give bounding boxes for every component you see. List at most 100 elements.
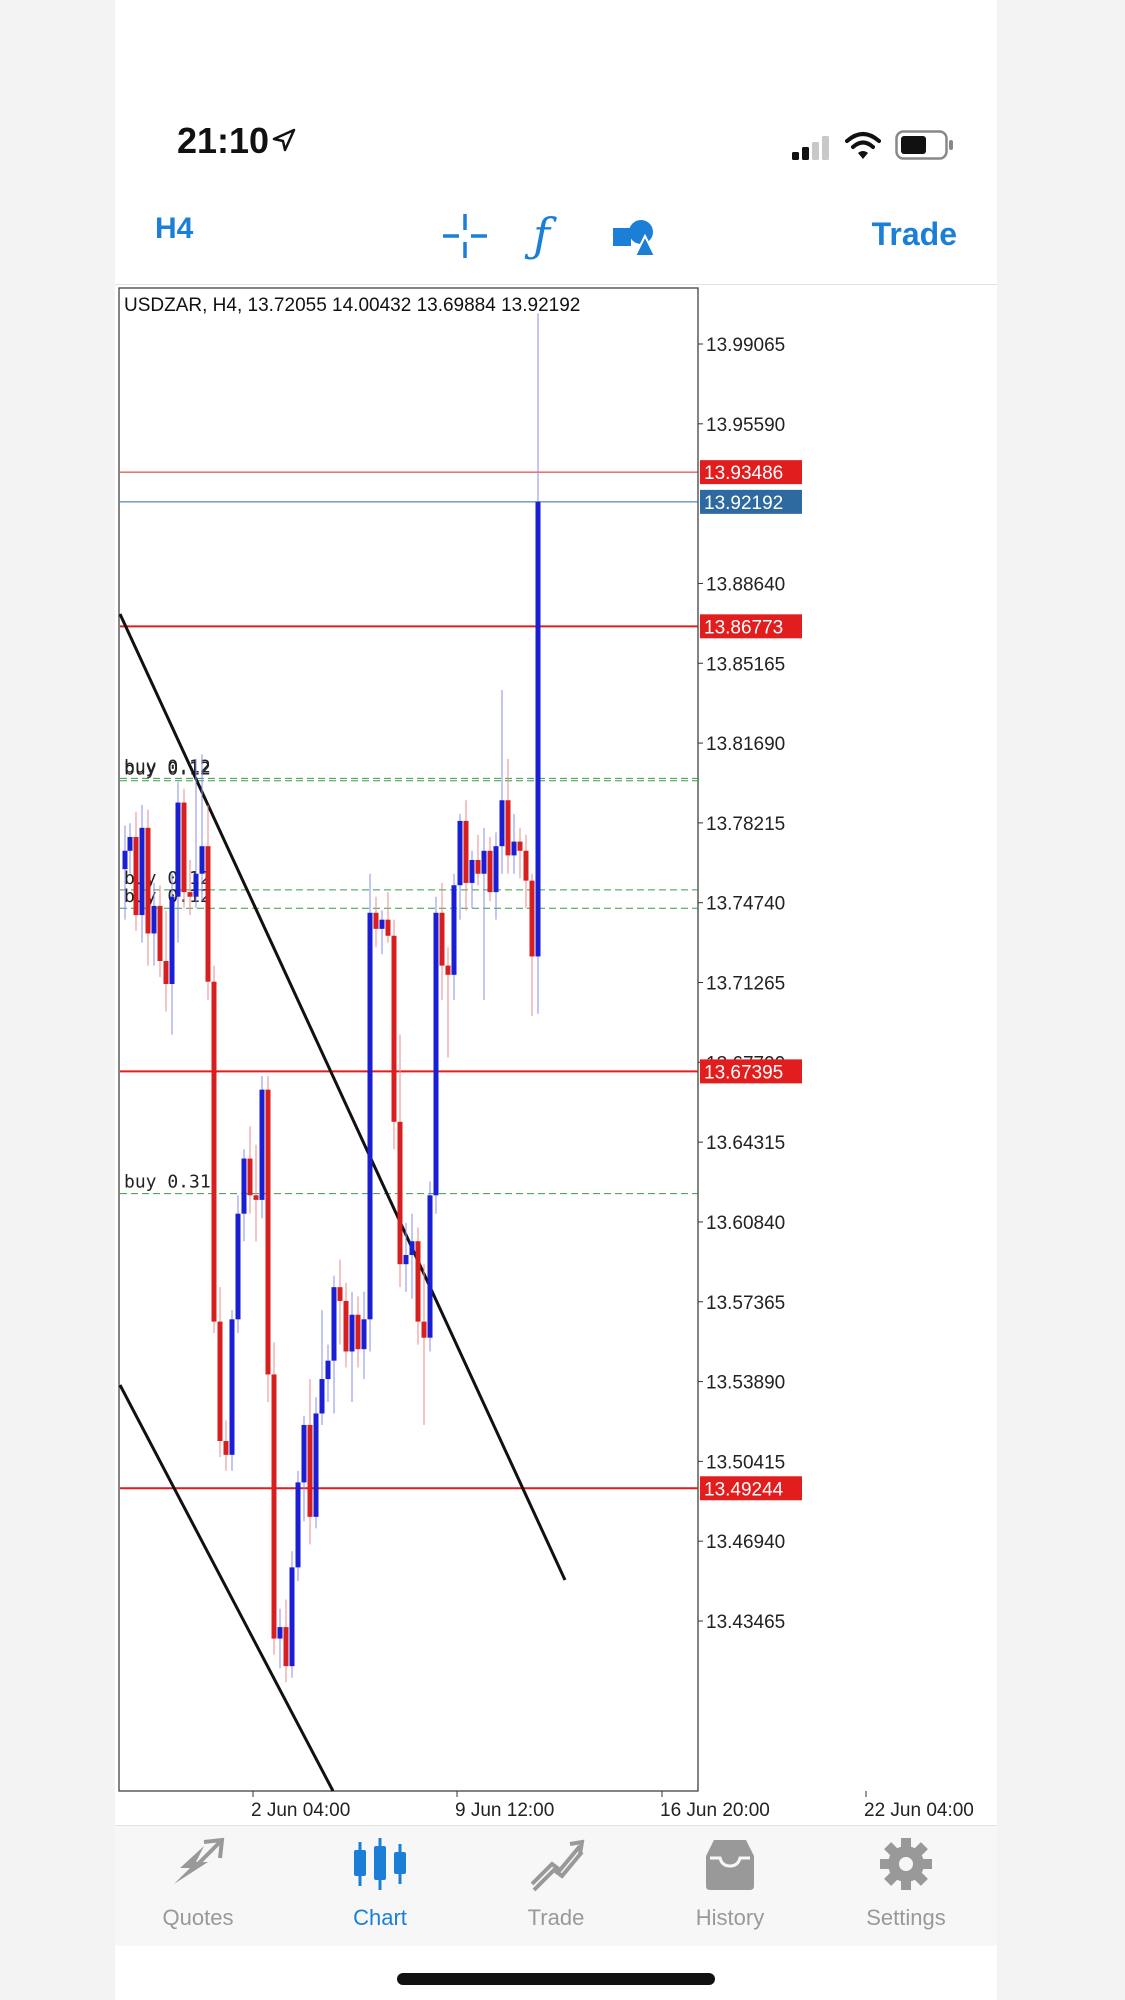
tab-trade[interactable]: Trade: [486, 1836, 626, 1931]
tab-trade-label: Trade: [527, 1905, 585, 1930]
candle-body: [319, 1379, 325, 1414]
candle-body: [133, 837, 139, 916]
candle-body: [157, 905, 163, 962]
candle-body: [475, 859, 481, 874]
y-tick-label: 13.50415: [706, 1452, 785, 1473]
y-tick-label: 13.78215: [706, 814, 785, 835]
candle-body: [517, 841, 523, 851]
candle-body: [361, 1319, 367, 1350]
level-tag-label: 13.92192: [704, 493, 783, 514]
candle-body: [295, 1482, 301, 1568]
candle-body: [505, 800, 511, 856]
objects-shapes-icon[interactable]: [611, 212, 659, 260]
trendline-lower: [118, 1384, 335, 1792]
candle-body: [427, 1195, 433, 1338]
y-tick-label: 13.53890: [706, 1373, 785, 1394]
tab-history-label: History: [695, 1905, 765, 1930]
candle-body: [415, 1241, 421, 1322]
candle-body: [331, 1287, 337, 1361]
history-icon: [706, 1840, 754, 1890]
candle-body: [169, 896, 175, 984]
level-tag: [700, 1476, 802, 1501]
trendline-upper: [118, 613, 567, 1581]
chart-frame: [118, 287, 699, 1792]
candle-body: [373, 912, 379, 929]
candle-body: [241, 1158, 247, 1214]
candle-body: [463, 820, 469, 883]
candle-body: [235, 1213, 241, 1320]
symbol-info: USDZAR, H4, 13.72055 14.00432 13.69884 1…: [124, 295, 580, 316]
candle-body: [259, 1089, 265, 1200]
candle-body: [283, 1627, 289, 1667]
candle-body: [313, 1413, 319, 1517]
x-tick-label: 2 Jun 04:00: [251, 1800, 350, 1821]
candle-body: [535, 501, 541, 957]
candle-body: [445, 965, 451, 975]
level-tag: [700, 460, 802, 485]
candle-body: [211, 981, 217, 1322]
trade-icon: [530, 1839, 585, 1892]
y-tick-label: 13.74740: [706, 894, 785, 915]
price-chart[interactable]: USDZAR, H4, 13.72055 14.00432 13.69884 1…: [115, 284, 997, 1824]
candle-body: [199, 846, 205, 874]
candle-body: [122, 850, 128, 870]
tab-settings[interactable]: Settings: [836, 1836, 976, 1931]
y-tick-label: 13.64315: [706, 1133, 785, 1154]
candle-body: [397, 1121, 403, 1265]
level-tag-label: 13.93486: [704, 463, 783, 484]
candle-body: [193, 873, 199, 897]
candle-body: [451, 885, 457, 975]
candle-body: [391, 935, 397, 1122]
timeframe-button[interactable]: H4: [155, 212, 194, 245]
level-tag: [700, 1059, 802, 1084]
candle-body: [223, 1441, 229, 1455]
clock: 21:10: [177, 120, 270, 161]
candle-body: [145, 827, 151, 934]
candle-body: [457, 820, 463, 886]
indicators-function-icon[interactable]: ƒ: [533, 208, 551, 262]
candle-body: [127, 837, 133, 851]
chart-canvas[interactable]: USDZAR, H4, 13.72055 14.00432 13.69884 1…: [115, 284, 997, 1824]
level-tag-label: 13.67395: [704, 1062, 783, 1083]
candle-body: [163, 961, 169, 984]
candle-body: [481, 850, 487, 874]
location-arrow-icon: [272, 128, 296, 152]
tab-quotes-label: Quotes: [162, 1905, 234, 1930]
candle-body: [289, 1567, 295, 1667]
order-label: buy 0.12: [124, 759, 211, 780]
y-tick-label: 13.57365: [706, 1293, 785, 1314]
candle-body: [307, 1424, 313, 1517]
candle-body: [277, 1627, 283, 1639]
crosshair-icon[interactable]: [441, 212, 489, 260]
candle-body: [409, 1241, 415, 1256]
trade-button[interactable]: Trade: [871, 216, 957, 252]
home-indicator: [397, 1973, 715, 1985]
x-tick-label: 22 Jun 04:00: [864, 1800, 974, 1821]
y-tick-label: 13.88640: [706, 574, 785, 595]
candle-body: [337, 1287, 343, 1301]
tab-settings-label: Settings: [866, 1905, 946, 1930]
y-tick-label: 13.43465: [706, 1612, 785, 1633]
battery-icon: [895, 130, 953, 160]
candle-body: [529, 880, 535, 957]
settings-icon: [880, 1838, 932, 1890]
candle-body: [181, 802, 187, 893]
y-tick-label: 13.95590: [706, 415, 785, 436]
candle-body: [439, 912, 445, 966]
status-bar: 21:10: [115, 0, 997, 200]
candle-body: [175, 802, 181, 897]
tab-quotes[interactable]: Quotes: [128, 1836, 268, 1931]
tab-chart[interactable]: Chart: [310, 1836, 450, 1931]
candle-body: [349, 1314, 355, 1352]
candle-body: [523, 850, 529, 881]
chart-toolbar: H4 ƒ Trade: [115, 200, 997, 285]
chart-icon: [354, 1838, 406, 1890]
order-label: buy 0.31: [124, 1172, 211, 1193]
y-tick-label: 13.71265: [706, 974, 785, 995]
candle-body: [385, 919, 391, 936]
tab-history[interactable]: History: [660, 1836, 800, 1931]
candle-body: [367, 912, 373, 1320]
candle-body: [205, 846, 211, 982]
candle-body: [265, 1089, 271, 1375]
candle-body: [217, 1321, 223, 1442]
